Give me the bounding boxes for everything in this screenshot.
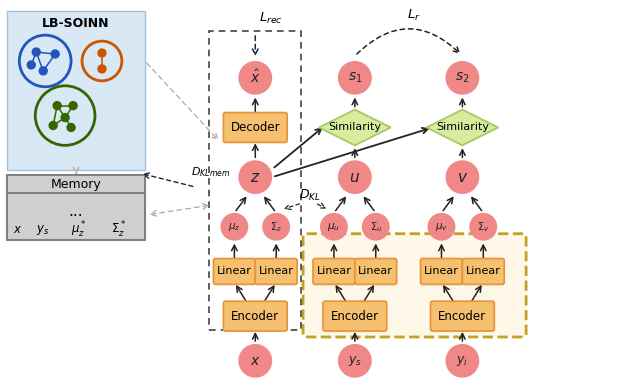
Circle shape: [238, 344, 272, 378]
Text: $u$: $u$: [349, 170, 360, 184]
Circle shape: [32, 48, 40, 56]
Circle shape: [338, 344, 372, 378]
FancyBboxPatch shape: [255, 259, 297, 284]
Text: Encoder: Encoder: [438, 310, 486, 323]
Text: Decoder: Decoder: [230, 121, 280, 134]
Circle shape: [428, 213, 456, 241]
FancyBboxPatch shape: [431, 301, 494, 331]
Text: $L_{rec}$: $L_{rec}$: [259, 11, 283, 26]
Text: Linear: Linear: [317, 266, 351, 277]
Text: $\hat{x}$: $\hat{x}$: [250, 69, 260, 87]
Circle shape: [445, 344, 479, 378]
Text: Similarity: Similarity: [328, 122, 381, 133]
Text: $y_i$: $y_i$: [456, 354, 468, 368]
Text: $D_{KL}$: $D_{KL}$: [299, 188, 321, 202]
Circle shape: [338, 160, 372, 194]
Circle shape: [445, 61, 479, 95]
Circle shape: [238, 61, 272, 95]
FancyBboxPatch shape: [323, 301, 387, 331]
Text: $\Sigma_v$: $\Sigma_v$: [477, 220, 490, 234]
Text: $s_1$: $s_1$: [348, 71, 362, 85]
Circle shape: [320, 213, 348, 241]
Text: $L_r$: $L_r$: [407, 8, 420, 23]
FancyBboxPatch shape: [355, 259, 397, 284]
Circle shape: [98, 65, 106, 73]
FancyBboxPatch shape: [223, 301, 287, 331]
Polygon shape: [426, 110, 498, 145]
Text: Linear: Linear: [259, 266, 294, 277]
Circle shape: [220, 213, 248, 241]
Text: $\mu_z$: $\mu_z$: [228, 221, 241, 233]
FancyBboxPatch shape: [420, 259, 462, 284]
Text: LB-SOINN: LB-SOINN: [42, 17, 110, 30]
Text: Memory: Memory: [51, 177, 101, 191]
Text: $v$: $v$: [457, 170, 468, 184]
Circle shape: [445, 160, 479, 194]
FancyBboxPatch shape: [223, 113, 287, 142]
FancyBboxPatch shape: [313, 259, 355, 284]
Text: $z$: $z$: [250, 170, 260, 184]
Circle shape: [238, 160, 272, 194]
Text: $x$: $x$: [250, 354, 260, 368]
Circle shape: [51, 50, 59, 58]
Text: $y_s$: $y_s$: [348, 354, 362, 368]
FancyBboxPatch shape: [462, 259, 504, 284]
Circle shape: [469, 213, 497, 241]
Circle shape: [67, 124, 75, 131]
Text: Linear: Linear: [217, 266, 252, 277]
Circle shape: [362, 213, 390, 241]
Text: $x$: $x$: [13, 223, 22, 236]
Text: $\Sigma_u$: $\Sigma_u$: [370, 220, 382, 234]
Circle shape: [338, 61, 372, 95]
Text: Linear: Linear: [424, 266, 459, 277]
Text: $y_s$: $y_s$: [36, 223, 49, 237]
Circle shape: [28, 61, 35, 69]
Circle shape: [53, 102, 61, 110]
Text: Encoder: Encoder: [331, 310, 379, 323]
FancyBboxPatch shape: [214, 259, 255, 284]
Circle shape: [39, 67, 47, 75]
Text: $D_{KLmem}$: $D_{KLmem}$: [191, 165, 230, 179]
FancyBboxPatch shape: [8, 175, 145, 240]
Circle shape: [61, 113, 69, 122]
Polygon shape: [319, 110, 390, 145]
Circle shape: [69, 102, 77, 110]
Text: ...: ...: [68, 204, 83, 220]
Text: $\mu_v$: $\mu_v$: [435, 221, 448, 233]
FancyBboxPatch shape: [303, 234, 526, 337]
Circle shape: [262, 213, 290, 241]
Text: $s_2$: $s_2$: [455, 71, 470, 85]
Text: $\Sigma_z^*$: $\Sigma_z^*$: [111, 220, 127, 240]
Circle shape: [49, 122, 57, 129]
Text: $\mu_u$: $\mu_u$: [328, 221, 340, 233]
Text: Linear: Linear: [358, 266, 393, 277]
Text: Linear: Linear: [466, 266, 500, 277]
Text: Encoder: Encoder: [231, 310, 279, 323]
Text: $\mu_z^*$: $\mu_z^*$: [71, 220, 87, 240]
Text: $\Sigma_z$: $\Sigma_z$: [270, 220, 282, 234]
FancyBboxPatch shape: [8, 11, 145, 170]
Circle shape: [98, 49, 106, 57]
Text: Similarity: Similarity: [436, 122, 489, 133]
